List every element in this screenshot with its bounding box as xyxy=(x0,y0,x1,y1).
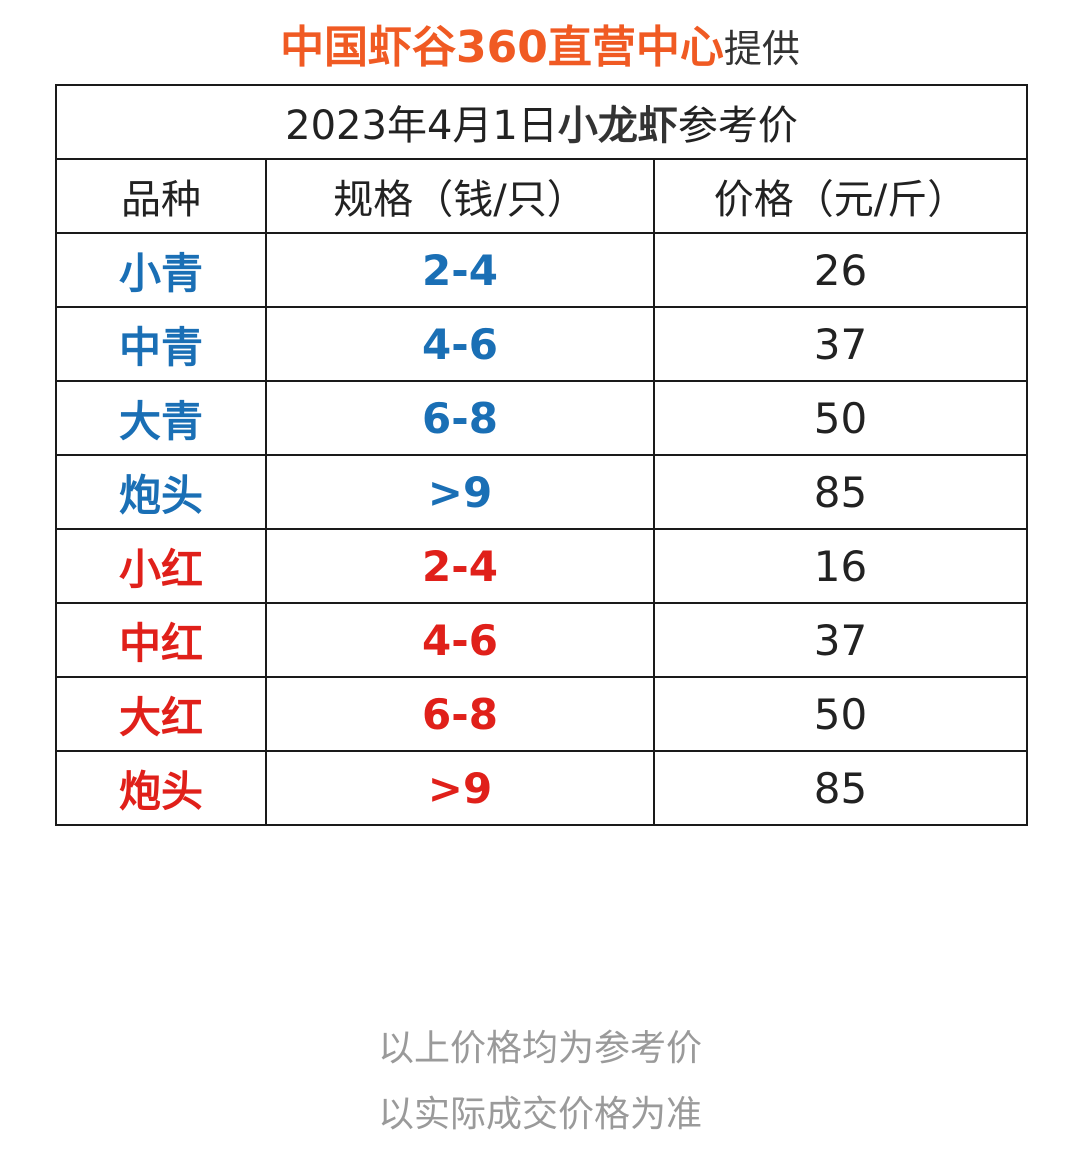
table-row: 炮头 >9 85 xyxy=(55,750,1029,826)
table-title: 2023年4月1日小龙虾参考价 xyxy=(54,84,1029,160)
spec-cell: 6-8 xyxy=(265,380,655,456)
table-title-row: 2023年4月1日小龙虾参考价 xyxy=(54,84,1029,160)
column-header-variety: 品种 xyxy=(55,158,267,234)
spec-cell: 4-6 xyxy=(265,306,655,382)
price-cell: 50 xyxy=(652,380,1029,456)
spec-cell: >9 xyxy=(265,750,655,826)
table-row: 大红 6-8 50 xyxy=(55,676,1029,752)
price-cell: 37 xyxy=(652,602,1029,678)
title-suffix: 参考价 xyxy=(677,103,798,149)
title-product: 小龙虾 xyxy=(557,103,678,149)
price-cell: 26 xyxy=(652,232,1029,308)
price-table: 2023年4月1日小龙虾参考价 品种 规格（钱/只） 价格（元/斤） 小青 2-4… xyxy=(54,84,1029,826)
variety-cell: 小红 xyxy=(55,528,267,604)
variety-cell: 大红 xyxy=(55,676,267,752)
spec-cell: 2-4 xyxy=(265,528,655,604)
price-cell: 50 xyxy=(652,676,1029,752)
variety-cell: 中青 xyxy=(55,306,267,382)
table-header-row: 品种 规格（钱/只） 价格（元/斤） xyxy=(55,158,1029,234)
spec-cell: 2-4 xyxy=(265,232,655,308)
footer-note-1: 以上价格均为参考价 xyxy=(377,1028,702,1069)
variety-cell: 中红 xyxy=(55,602,267,678)
provided-by-label: 提供 xyxy=(723,27,800,71)
variety-cell: 炮头 xyxy=(55,750,267,826)
spec-cell: >9 xyxy=(265,454,655,530)
table-row: 中青 4-6 37 xyxy=(55,306,1029,382)
table-row: 小红 2-4 16 xyxy=(55,528,1029,604)
variety-cell: 炮头 xyxy=(55,454,267,530)
spec-cell: 4-6 xyxy=(265,602,655,678)
table-row: 小青 2-4 26 xyxy=(55,232,1029,308)
table-body: 小青 2-4 26 中青 4-6 37 大青 6-8 50 炮头 >9 85 小红 2-4 16 中红 4-6 3… xyxy=(55,232,1029,826)
price-cell: 85 xyxy=(652,750,1029,826)
table-row: 炮头 >9 85 xyxy=(55,454,1029,530)
table-row: 中红 4-6 37 xyxy=(55,602,1029,678)
brand-name: 中国虾谷360直营中心 xyxy=(280,22,724,73)
spec-cell: 6-8 xyxy=(265,676,655,752)
price-cell: 16 xyxy=(652,528,1029,604)
table-row: 大青 6-8 50 xyxy=(55,380,1029,456)
column-header-spec: 规格（钱/只） xyxy=(265,158,655,234)
title-date: 2023年4月1日 xyxy=(285,103,558,149)
variety-cell: 大青 xyxy=(55,380,267,456)
column-header-price: 价格（元/斤） xyxy=(652,158,1029,234)
header-title: 中国虾谷360直营中心提供 xyxy=(0,18,1080,87)
price-cell: 37 xyxy=(652,306,1029,382)
price-cell: 85 xyxy=(652,454,1029,530)
footer-note-2: 以实际成交价格为准 xyxy=(377,1094,702,1135)
variety-cell: 小青 xyxy=(55,232,267,308)
